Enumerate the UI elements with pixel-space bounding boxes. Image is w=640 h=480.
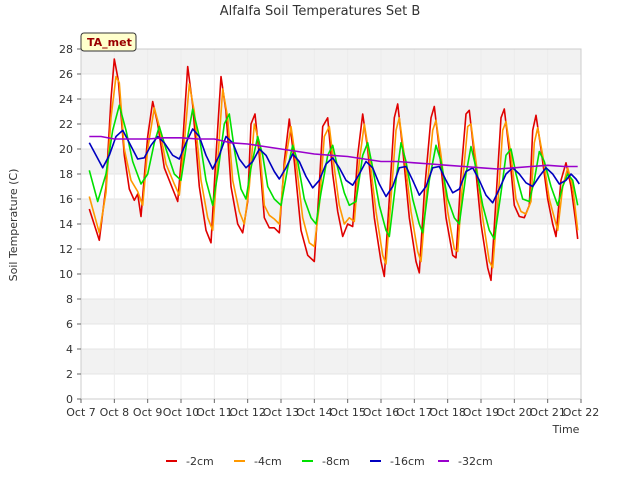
y-tick-label: 12: [59, 243, 73, 256]
y-tick-label: 14: [59, 218, 73, 231]
y-tick-label: 4: [66, 343, 73, 356]
plot-background: [80, 48, 582, 400]
legend-label: -16cm: [390, 455, 425, 468]
series-line-16cm: [88, 128, 580, 204]
legend-label: -32cm: [458, 455, 493, 468]
legend-label: -2cm: [186, 455, 214, 468]
x-tick-label: Oct 13: [263, 406, 300, 419]
x-tick-label: Oct 22: [563, 406, 600, 419]
x-tick-label: Oct 10: [163, 406, 200, 419]
x-tick-label: Oct 14: [296, 406, 333, 419]
x-tick-label: Oct 21: [529, 406, 566, 419]
legend-label: -8cm: [322, 455, 350, 468]
ta-met-badge-label: TA_met: [87, 36, 132, 49]
series-line-4cm: [88, 75, 579, 269]
grid-band: [81, 199, 581, 224]
y-tick-label: 26: [59, 68, 73, 81]
x-tick-label: Oct 20: [496, 406, 533, 419]
x-tick-label: Oct 12: [229, 406, 266, 419]
x-tick-label: Oct 16: [363, 406, 400, 419]
series-lines: [88, 58, 580, 282]
x-axis-label: Time: [552, 423, 580, 436]
grid-band: [81, 349, 581, 374]
y-tick-label: 8: [66, 293, 73, 306]
grid-band: [81, 49, 581, 74]
y-tick-label: 20: [59, 143, 73, 156]
ta-met-badge: TA_met: [80, 32, 137, 52]
y-tick-label: 22: [59, 118, 73, 131]
y-tick-label: 18: [59, 168, 73, 181]
grid-band: [81, 299, 581, 324]
chart-title: Alfalfa Soil Temperatures Set B: [220, 4, 421, 19]
y-tick-label: 28: [59, 43, 73, 56]
series-line-32cm: [89, 135, 578, 170]
y-tick-label: 0: [66, 393, 73, 406]
x-tick-label: Oct 19: [463, 406, 500, 419]
grid-band: [81, 99, 581, 124]
legend-label: -4cm: [254, 455, 282, 468]
legend: -2cm -4cm -8cm -16cm -32cm: [166, 455, 493, 468]
x-tick-label: Oct 15: [329, 406, 366, 419]
y-axis-label: Soil Temperature (C): [7, 169, 20, 282]
y-tick-label: 2: [66, 368, 73, 381]
y-tick-label: 10: [59, 268, 73, 281]
series-line-2cm: [88, 58, 579, 282]
x-tick-label: Oct 8: [100, 406, 130, 419]
grid-band: [81, 249, 581, 274]
y-tick-label: 6: [66, 318, 73, 331]
x-tick-label: Oct 11: [196, 406, 233, 419]
x-tick-label: Oct 17: [396, 406, 433, 419]
y-tick-label: 16: [59, 193, 73, 206]
y-tick-label: 24: [59, 93, 73, 106]
x-tick-label: Oct 18: [429, 406, 466, 419]
x-tick-label: Oct 9: [133, 406, 163, 419]
x-tick-label: Oct 7: [66, 406, 96, 419]
